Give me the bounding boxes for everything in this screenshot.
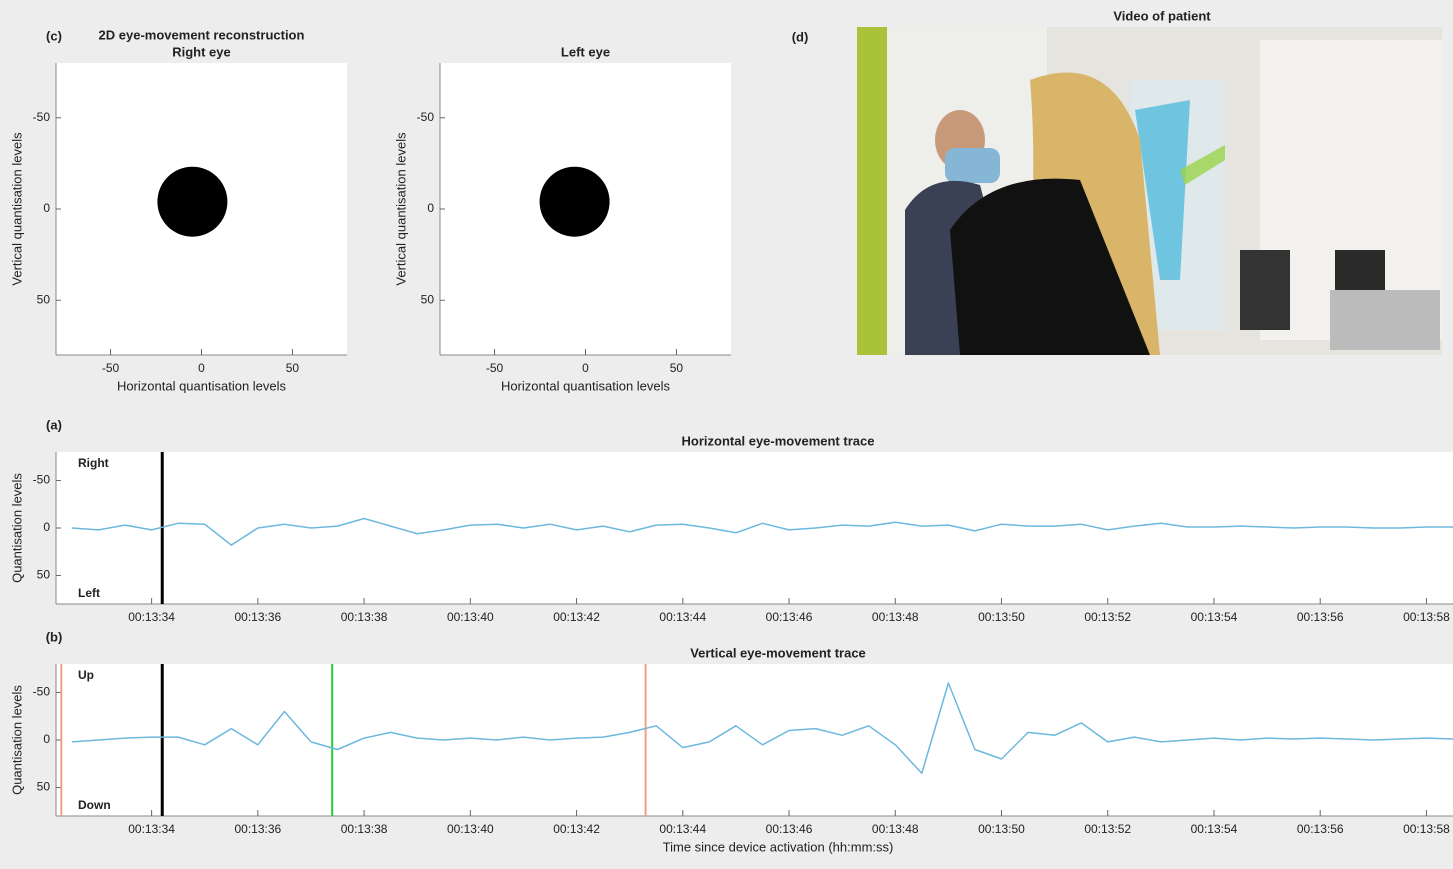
annotation: Down	[78, 798, 111, 812]
chart: (c) 2D eye-movement reconstruction Right e…	[9, 27, 347, 393]
x-tick-label: 00:13:34	[128, 822, 175, 836]
x-tick-label: 00:13:38	[341, 610, 388, 624]
x-tick-label: 00:13:38	[341, 822, 388, 836]
x-tick-label: 50	[286, 361, 300, 375]
x-tick-label: 00:13:52	[1084, 610, 1131, 624]
x-tick-label: 00:13:50	[978, 822, 1025, 836]
y-tick-label: 0	[43, 520, 50, 534]
x-tick-label: 00:13:44	[659, 822, 706, 836]
gaze-point	[540, 167, 610, 237]
y-tick-label: 0	[427, 201, 434, 215]
x-tick-label: 00:13:54	[1191, 610, 1238, 624]
x-tick-label: 0	[582, 361, 589, 375]
x-tick-label: 00:13:58	[1403, 610, 1450, 624]
video-title: Video of patient	[1113, 8, 1211, 23]
y-axis-label: Quantisation levels	[9, 473, 24, 583]
chart-title: Vertical eye-movement trace	[690, 645, 866, 660]
y-axis-label: Vertical quantisation levels	[9, 132, 24, 286]
panel-label: (c)	[46, 28, 62, 43]
x-tick-label: 00:13:48	[872, 610, 919, 624]
x-tick-label: 00:13:56	[1297, 610, 1344, 624]
y-tick-label: -50	[417, 110, 435, 124]
x-tick-label: 00:13:50	[978, 610, 1025, 624]
y-tick-label: 50	[37, 292, 51, 306]
y-axis-label: Vertical quantisation levels	[393, 132, 408, 286]
y-axis-label: Quantisation levels	[9, 685, 24, 795]
x-tick-label: 00:13:46	[766, 822, 813, 836]
chart-title: 2D eye-movement reconstruction	[99, 27, 305, 42]
x-tick-label: 00:13:42	[553, 610, 600, 624]
panel-label: (a)	[46, 417, 62, 432]
y-tick-label: 50	[37, 780, 51, 794]
annotation: Left	[78, 586, 100, 600]
x-tick-label: 00:13:46	[766, 610, 813, 624]
y-tick-label: 50	[421, 292, 435, 306]
y-tick-label: 50	[37, 568, 51, 582]
y-tick-label: -50	[33, 110, 51, 124]
x-tick-label: 00:13:40	[447, 822, 494, 836]
x-tick-label: 00:13:34	[128, 610, 175, 624]
y-tick-label: 0	[43, 201, 50, 215]
x-axis-label: Horizontal quantisation levels	[117, 378, 287, 393]
x-axis-label: Time since device activation (hh:mm:ss)	[663, 839, 894, 854]
chart: (b) Vertical eye-movement trace -50 0 50 00:1…	[9, 629, 1453, 854]
panel-label: (b)	[46, 629, 63, 644]
annotation: Right	[78, 456, 109, 470]
chart: (a) Horizontal eye-movement trace -50 0 50 00…	[9, 417, 1453, 624]
x-tick-label: -50	[102, 361, 120, 375]
panel-label: (d)	[792, 29, 809, 44]
y-tick-label: -50	[33, 473, 51, 487]
x-tick-label: 00:13:48	[872, 822, 919, 836]
y-tick-label: 0	[43, 732, 50, 746]
x-tick-label: 00:13:52	[1084, 822, 1131, 836]
x-axis-label: Horizontal quantisation levels	[501, 378, 671, 393]
x-tick-label: 00:13:54	[1191, 822, 1238, 836]
x-tick-label: -50	[486, 361, 504, 375]
chart-title: Horizontal eye-movement trace	[682, 433, 875, 448]
x-tick-label: 50	[670, 361, 684, 375]
page: {"chart_data": [ {"type": "scatter", "pa…	[0, 0, 1453, 869]
x-tick-label: 00:13:56	[1297, 822, 1344, 836]
x-tick-label: 00:13:36	[234, 610, 281, 624]
chart: Left eye -50 0 50 -50 0 50 Horizontal quantisat…	[393, 44, 731, 393]
chart-subtitle: Right eye	[172, 44, 231, 59]
x-tick-label: 00:13:36	[234, 822, 281, 836]
gaze-point	[157, 167, 227, 237]
annotation: Up	[78, 668, 94, 682]
chart-title: Left eye	[561, 44, 610, 59]
y-tick-label: -50	[33, 685, 51, 699]
x-tick-label: 00:13:58	[1403, 822, 1450, 836]
plot-area	[56, 452, 1453, 604]
x-tick-label: 0	[198, 361, 205, 375]
x-tick-label: 00:13:42	[553, 822, 600, 836]
video-frame	[857, 27, 1442, 355]
figure: (d) Video of patient (c) 2D eye-movement …	[0, 0, 1453, 869]
x-tick-label: 00:13:40	[447, 610, 494, 624]
x-tick-label: 00:13:44	[659, 610, 706, 624]
